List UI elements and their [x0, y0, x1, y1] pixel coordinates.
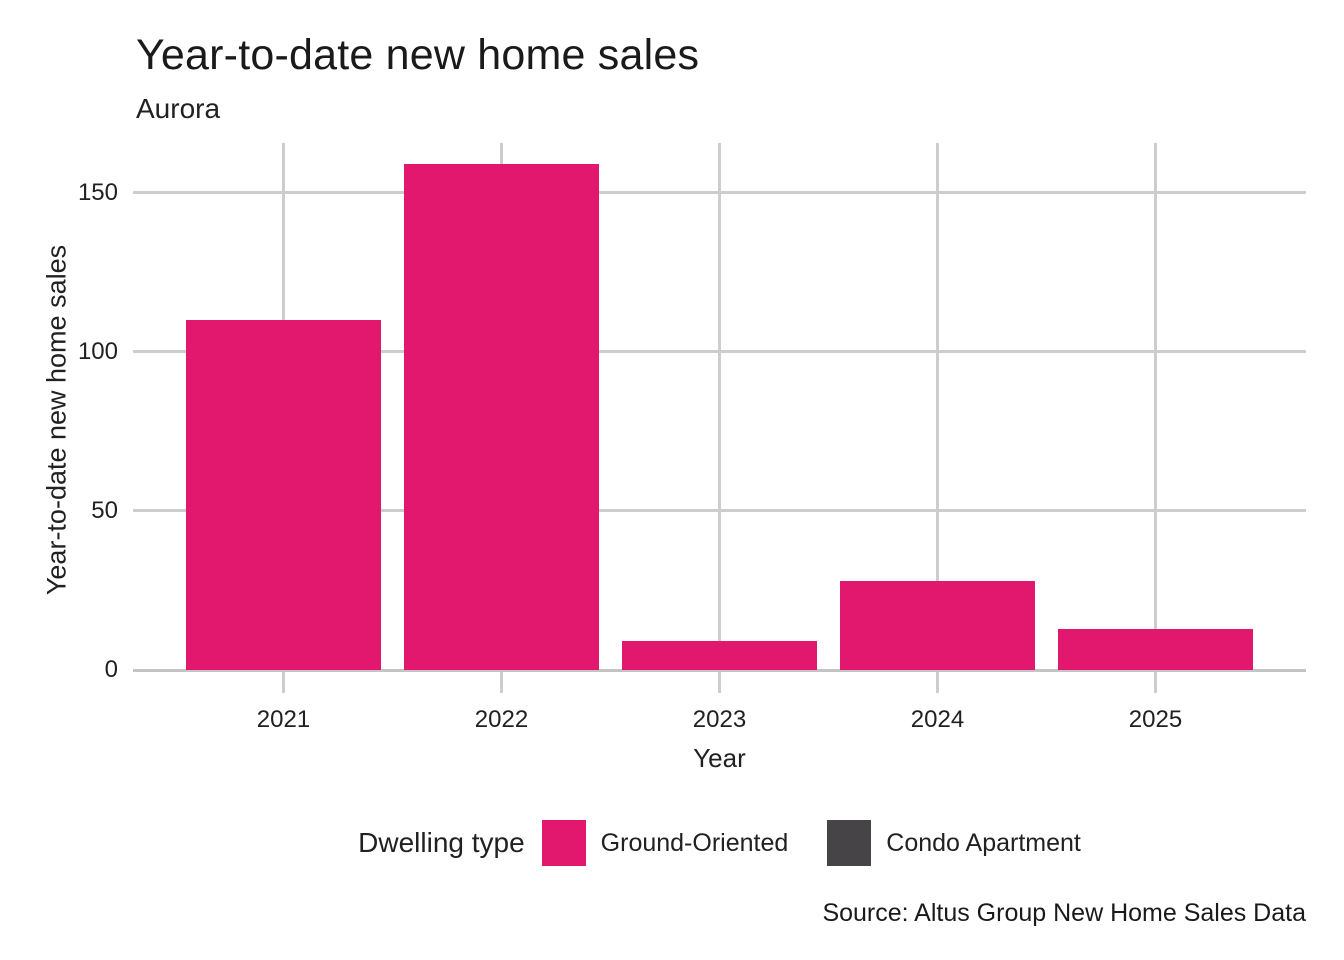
y-tick-label-150: 150 [77, 178, 118, 206]
legend-item-condo-apartment: Condo Apartment [827, 820, 1081, 866]
bar-2021-ground-oriented [186, 319, 381, 670]
y-axis-title: Year-to-date new home sales [41, 244, 72, 596]
source-attribution: Source: Altus Group New Home Sales Data [822, 899, 1306, 927]
bar-2023-ground-oriented [622, 641, 817, 670]
chart-subtitle: Aurora [136, 93, 221, 124]
y-tick-label-0: 0 [104, 656, 118, 683]
legend-swatch-ground-oriented [541, 820, 586, 866]
x-tick-2023 [718, 671, 721, 693]
legend-swatch-condo-apartment [827, 820, 872, 866]
legend-label-condo-apartment: Condo Apartment [886, 828, 1081, 857]
bar-2022-ground-oriented [404, 164, 599, 670]
bar-2025-ground-oriented [1058, 628, 1253, 670]
x-axis-line [133, 668, 1306, 672]
y-tick-label-100: 100 [77, 337, 118, 365]
x-tick-2025 [1154, 671, 1157, 693]
x-axis-title: Year [693, 743, 746, 773]
plot-area [133, 143, 1306, 672]
bar-2024-ground-oriented [840, 580, 1035, 670]
v-gridline-2025 [1154, 143, 1157, 670]
legend-item-ground-oriented: Ground-Oriented [541, 820, 789, 866]
x-tick-label-2023: 2023 [692, 706, 747, 733]
x-tick-label-2021: 2021 [256, 706, 311, 733]
legend-label-ground-oriented: Ground-Oriented [600, 828, 789, 857]
chart-title: Year-to-date new home sales [136, 31, 700, 79]
v-gridline-2023 [718, 143, 721, 670]
legend-title: Dwelling type [358, 827, 525, 858]
x-tick-2024 [936, 671, 939, 693]
x-tick-label-2024: 2024 [910, 706, 965, 733]
x-tick-2021 [282, 671, 285, 693]
x-tick-label-2025: 2025 [1128, 706, 1183, 733]
legend: Dwelling type Ground-Oriented Condo Apar… [133, 820, 1306, 866]
v-gridline-2024 [936, 143, 939, 670]
x-tick-label-2022: 2022 [474, 706, 529, 733]
y-tick-label-50: 50 [91, 496, 118, 524]
x-tick-2022 [500, 671, 503, 693]
